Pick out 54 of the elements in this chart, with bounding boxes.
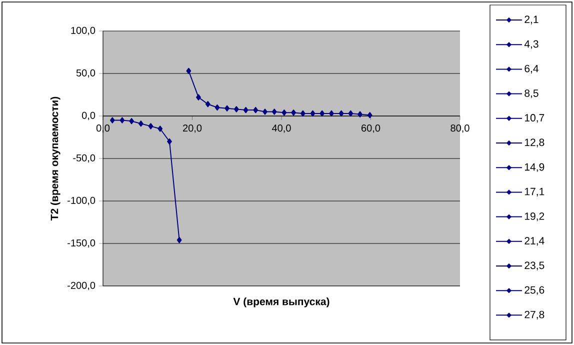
point xyxy=(176,236,182,244)
point xyxy=(367,112,372,118)
y-tick-label: 100,0 xyxy=(71,26,96,36)
point xyxy=(167,138,172,145)
point xyxy=(282,109,287,116)
point xyxy=(291,109,296,116)
point xyxy=(262,108,268,115)
point xyxy=(205,100,210,108)
x-tick-label: 20,0 xyxy=(183,124,202,133)
x-tick-label: 60,0 xyxy=(362,124,380,133)
text: 8,5 xyxy=(524,89,538,98)
point xyxy=(110,117,115,124)
text: 4,3 xyxy=(524,40,538,49)
x-axis-title: V (время выпуска) xyxy=(233,298,330,308)
x-tick-label: 40,0 xyxy=(272,124,291,133)
text: 2,1 xyxy=(524,16,538,24)
y-tick-label: -50,0 xyxy=(73,154,96,163)
point xyxy=(272,108,277,115)
point xyxy=(158,126,163,132)
y-axis-title: T2 (время окупаемости) xyxy=(50,96,60,221)
point xyxy=(310,110,316,117)
text: 19,2 xyxy=(524,212,544,222)
text: 23,5 xyxy=(524,262,544,270)
y-tick-label: -150,0 xyxy=(68,239,96,248)
y-tick-label: -100,0 xyxy=(68,196,96,206)
point xyxy=(329,110,334,117)
point xyxy=(214,104,220,111)
point xyxy=(358,111,362,118)
point xyxy=(348,110,354,117)
point xyxy=(234,106,239,112)
point xyxy=(196,94,201,100)
x-tick-label: 80,0 xyxy=(450,124,470,133)
text: 21,4 xyxy=(524,237,544,246)
text: 12,8 xyxy=(524,138,544,148)
point xyxy=(224,105,230,112)
point xyxy=(300,110,306,117)
point xyxy=(243,106,248,114)
point xyxy=(148,123,154,130)
text: 27,8 xyxy=(524,310,544,320)
text: 6,4 xyxy=(524,64,538,74)
text: 10,7 xyxy=(524,114,544,123)
y-tick-label: 50,0 xyxy=(76,69,96,78)
point xyxy=(253,106,258,114)
text: 17,1 xyxy=(524,188,544,196)
text: 25,6 xyxy=(524,286,544,295)
point xyxy=(138,120,144,127)
text: 14,9 xyxy=(524,163,544,172)
point xyxy=(338,110,344,117)
point xyxy=(186,68,192,74)
point xyxy=(120,117,125,124)
point xyxy=(320,110,325,117)
point xyxy=(129,118,134,124)
y-tick-label: 0,0 xyxy=(82,112,96,120)
y-tick-label: -200,0 xyxy=(68,282,96,290)
